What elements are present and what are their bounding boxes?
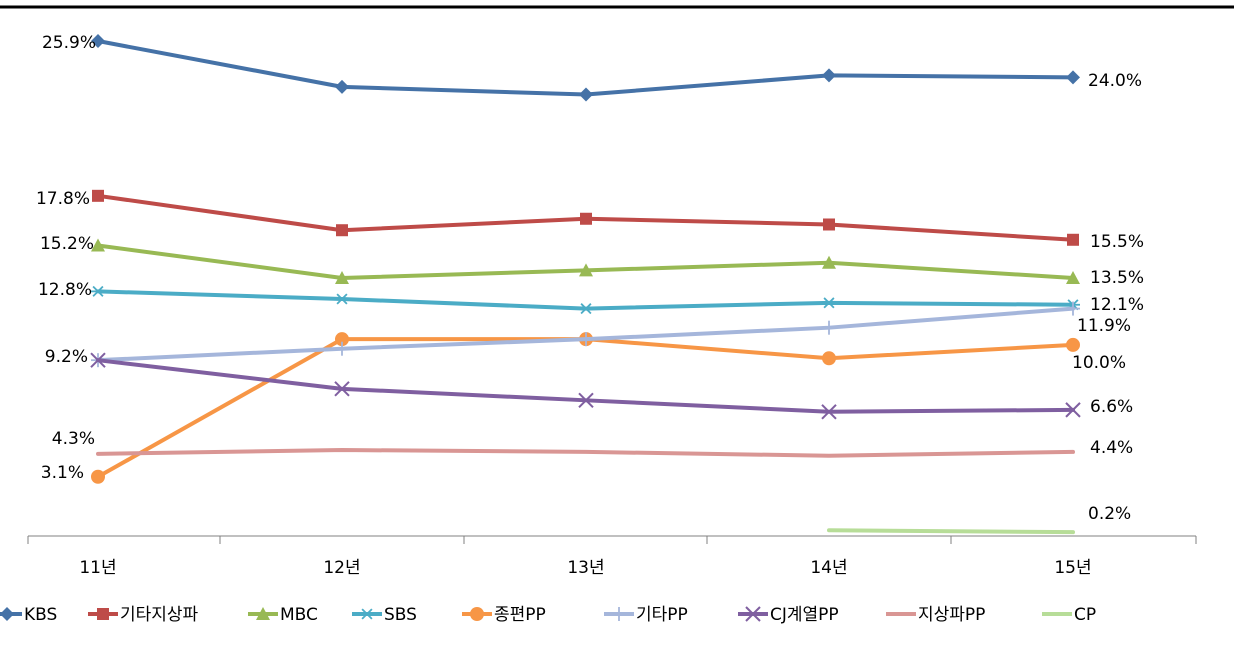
series-line	[96, 448, 1075, 458]
legend-label: CP	[1074, 605, 1096, 625]
data-point-marker	[335, 341, 349, 356]
series-2	[91, 238, 1080, 284]
legend-label: 기타PP	[636, 605, 688, 625]
data-point-marker	[579, 263, 593, 277]
data-label: 3.1%	[41, 463, 84, 483]
data-label: 12.1%	[1090, 295, 1144, 315]
series-line	[827, 528, 1075, 535]
data-label: 9.2%	[45, 347, 88, 367]
data-point-marker	[97, 608, 109, 620]
data-point-marker	[336, 224, 348, 237]
data-point-marker	[579, 332, 593, 347]
data-point-marker	[92, 189, 104, 202]
data-label: 0.2%	[1088, 504, 1131, 524]
data-point-marker	[91, 34, 105, 49]
data-label: 6.6%	[1090, 397, 1133, 417]
data-point-marker	[1067, 233, 1079, 246]
data-label: 24.0%	[1088, 71, 1142, 91]
x-tick-label: 15년	[1054, 558, 1091, 578]
data-point-marker	[91, 469, 105, 484]
data-point-marker	[0, 607, 14, 621]
data-point-marker	[91, 285, 105, 297]
data-point-marker	[822, 68, 836, 83]
series-1	[92, 189, 1079, 246]
legend-label: CJ계열PP	[770, 605, 839, 625]
data-point-marker	[1066, 301, 1080, 316]
series-line	[96, 358, 1075, 414]
series-8	[827, 528, 1075, 535]
data-point-marker	[578, 392, 594, 409]
x-tick-label: 14년	[810, 558, 847, 578]
data-label: 11.9%	[1077, 316, 1131, 336]
data-label: 25.9%	[42, 33, 96, 53]
legend-item: 종편PP	[462, 605, 546, 625]
x-tick-label: 12년	[323, 558, 360, 578]
legend-item: SBS	[352, 605, 417, 625]
data-label: 12.8%	[38, 280, 92, 300]
legend-item: 기타지상파	[88, 605, 199, 625]
series-7	[96, 448, 1075, 458]
legend-item: CP	[1042, 605, 1096, 625]
legend-item: 기타PP	[604, 605, 688, 625]
legend-item: CJ계열PP	[738, 605, 839, 625]
data-point-marker	[1066, 70, 1080, 85]
data-point-marker	[823, 218, 835, 231]
data-point-marker	[612, 607, 626, 621]
x-axis: 11년 12년 13년 14년 15년	[27, 535, 1197, 578]
data-label: 4.3%	[52, 429, 95, 449]
legend-item: 지상파PP	[886, 605, 985, 625]
data-label: 13.5%	[1090, 268, 1144, 288]
data-label: 17.8%	[36, 189, 90, 209]
series-line	[96, 39, 1075, 97]
data-point-marker	[470, 607, 484, 621]
data-label: 10.0%	[1072, 353, 1126, 373]
data-point-marker	[91, 238, 105, 252]
data-point-marker	[822, 351, 836, 366]
legend: KBS 기타지상파 MBC SBS 종편PP 기타PP CJ계열PP 지상파PP CP	[0, 605, 1096, 625]
data-labels: 25.9% 24.0% 17.8% 15.5% 15.2% 13.5% 12.8% 12.1%…	[36, 33, 1144, 524]
data-point-marker	[1065, 402, 1081, 418]
series-group	[90, 34, 1081, 535]
data-point-marker	[822, 255, 836, 269]
data-point-marker	[822, 297, 836, 309]
data-point-marker	[334, 381, 350, 397]
series-3	[91, 285, 1080, 315]
series-0	[91, 34, 1080, 102]
data-point-marker	[745, 606, 761, 622]
legend-label: SBS	[384, 605, 417, 625]
series-5	[91, 301, 1080, 368]
data-point-marker	[579, 303, 593, 315]
data-label: 4.4%	[1090, 438, 1133, 458]
x-tick-label: 13년	[567, 558, 604, 578]
data-point-marker	[822, 320, 836, 335]
data-point-marker	[335, 293, 349, 305]
data-point-marker	[90, 352, 106, 368]
legend-item: KBS	[0, 605, 57, 625]
legend-label: MBC	[280, 605, 318, 625]
data-point-marker	[580, 212, 592, 225]
data-point-marker	[256, 607, 270, 620]
legend-label: 지상파PP	[918, 605, 985, 625]
data-label: 15.5%	[1090, 232, 1144, 252]
data-point-marker	[335, 79, 349, 94]
x-tick-label: 11년	[79, 558, 116, 578]
series-line	[96, 289, 1075, 311]
data-point-marker	[821, 404, 837, 420]
legend-item: MBC	[248, 605, 318, 625]
legend-label: KBS	[24, 605, 57, 625]
data-point-marker	[335, 271, 349, 284]
legend-label: 기타지상파	[120, 605, 199, 625]
data-point-marker	[1066, 271, 1080, 284]
data-point-marker	[335, 332, 349, 347]
data-point-marker	[1066, 337, 1080, 352]
series-6	[90, 352, 1081, 420]
data-label: 15.2%	[40, 234, 94, 254]
data-point-marker	[579, 87, 593, 102]
data-point-marker	[360, 608, 374, 620]
legend-label: 종편PP	[494, 605, 546, 625]
